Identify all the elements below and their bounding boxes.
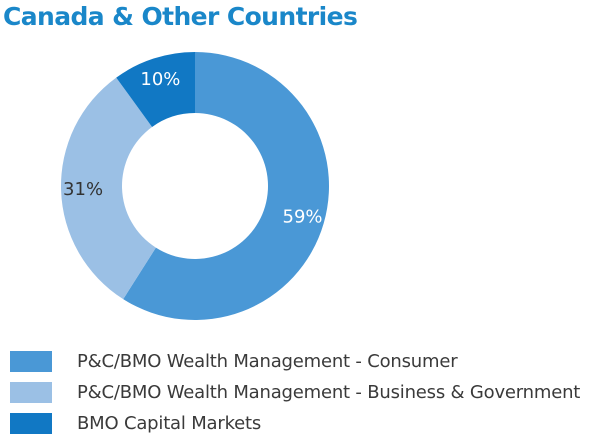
legend-label-2: P&C/BMO Wealth Management - Business & G… bbox=[77, 381, 581, 403]
legend-item-3: BMO Capital Markets bbox=[10, 408, 580, 438]
legend-swatch-3 bbox=[10, 412, 52, 434]
legend-label-3: BMO Capital Markets bbox=[77, 412, 262, 434]
slice-data-label-1: 59% bbox=[283, 207, 323, 228]
chart-legend: P&C/BMO Wealth Management - Consumer P&C/… bbox=[10, 346, 580, 439]
donut-slice-3 bbox=[116, 52, 195, 127]
legend-item-1: P&C/BMO Wealth Management - Consumer bbox=[10, 346, 580, 376]
slice-data-label-2: 31% bbox=[63, 179, 103, 200]
donut-slice-2 bbox=[61, 77, 156, 300]
legend-swatch-1 bbox=[10, 350, 52, 372]
legend-label-1: P&C/BMO Wealth Management - Consumer bbox=[77, 350, 458, 372]
donut-slice-1 bbox=[123, 52, 329, 320]
donut-chart: 59% 31% 10% bbox=[61, 52, 329, 320]
legend-swatch-2 bbox=[10, 381, 52, 403]
slice-data-label-3: 10% bbox=[140, 69, 180, 90]
chart-title: Canada & Other Countries bbox=[3, 2, 358, 31]
legend-item-2: P&C/BMO Wealth Management - Business & G… bbox=[10, 377, 580, 407]
